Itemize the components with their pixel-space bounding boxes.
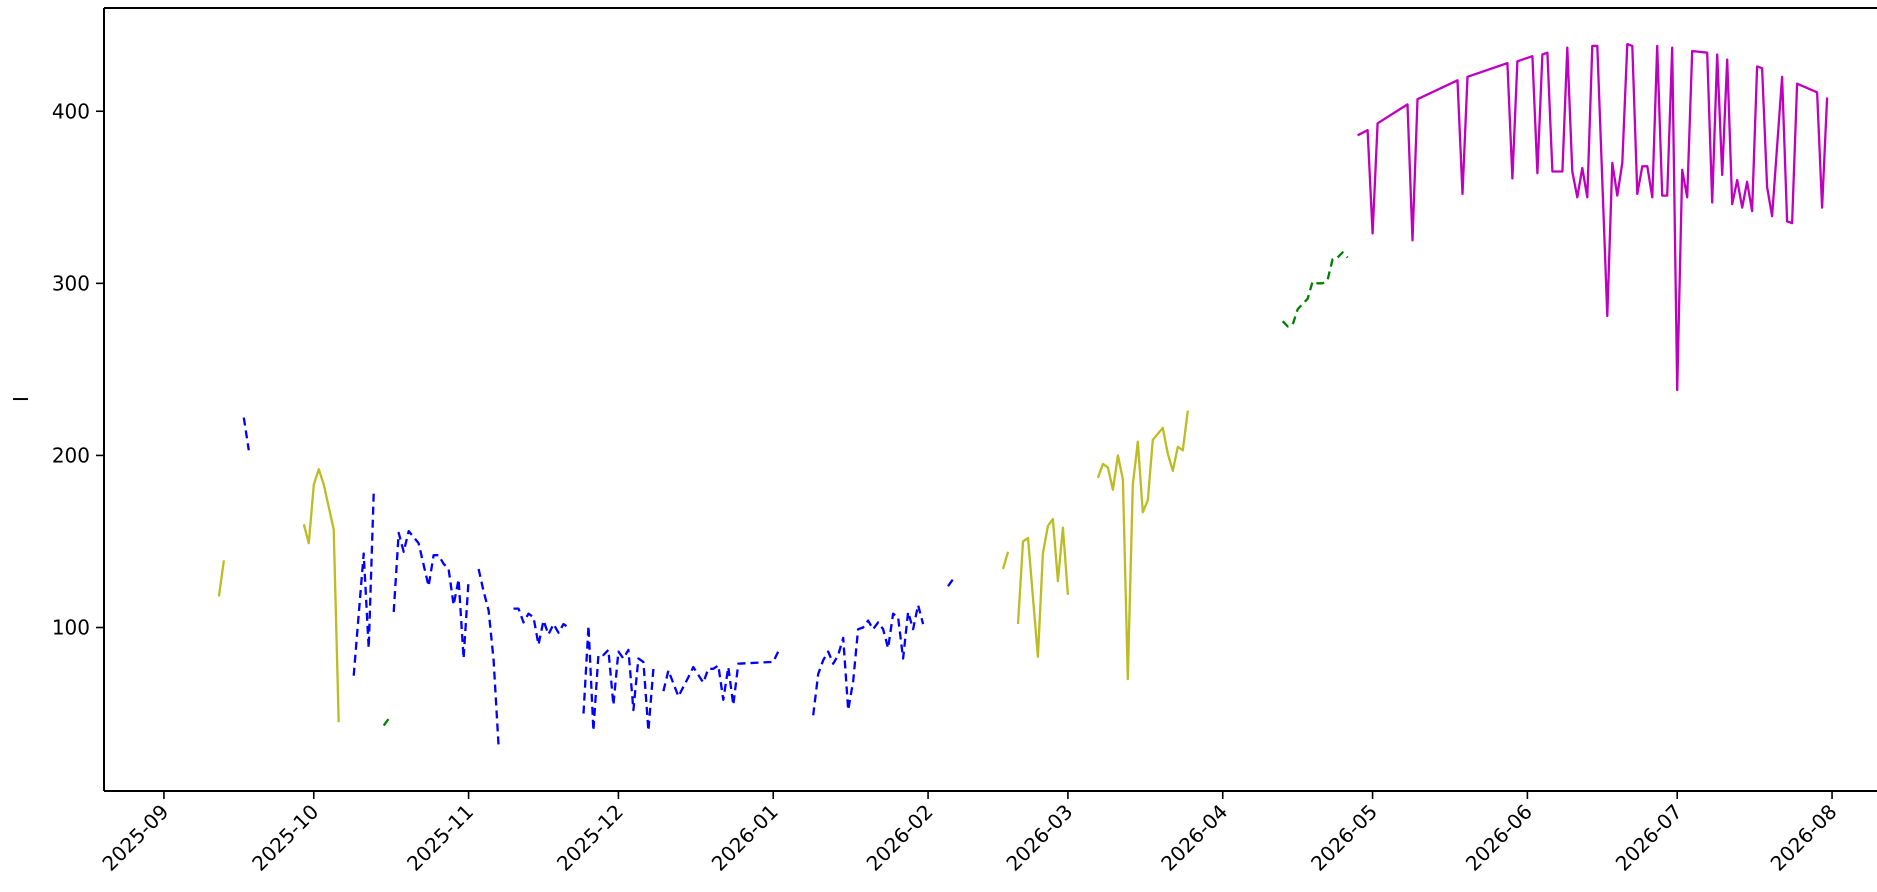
series-1-line-segment [1001,551,1010,570]
axes-layer [103,7,1877,792]
series-1-line-segment [1016,517,1070,658]
series-2-line-segment [513,607,570,646]
y-tick-label: 300 [52,271,90,295]
series-1-line-segment [302,468,340,723]
series-2-line-segment [352,493,375,676]
series-4-line-segment [1357,42,1829,392]
series-2-line-segment [242,417,250,451]
series-1-line-segment [1096,410,1189,681]
y-tick-label: 200 [52,443,90,467]
y-ticks: 100 200 300 400 [52,99,104,640]
series-2-line-segment [392,529,470,660]
series-2-line-segment [477,568,500,747]
series-layer [217,42,1829,747]
series-2-line-segment [947,578,954,587]
series-3-line-segment [1281,251,1349,328]
series-3-line-segment [382,718,390,727]
series-2-line-segment [582,624,655,732]
series-1-line-segment [217,560,226,597]
series-2-line-segment [812,603,925,716]
y-tick-label: 400 [52,99,90,123]
series-2-line-segment [662,651,780,707]
y-axis-label: I [9,396,33,402]
y-tick-label: 100 [52,616,90,640]
